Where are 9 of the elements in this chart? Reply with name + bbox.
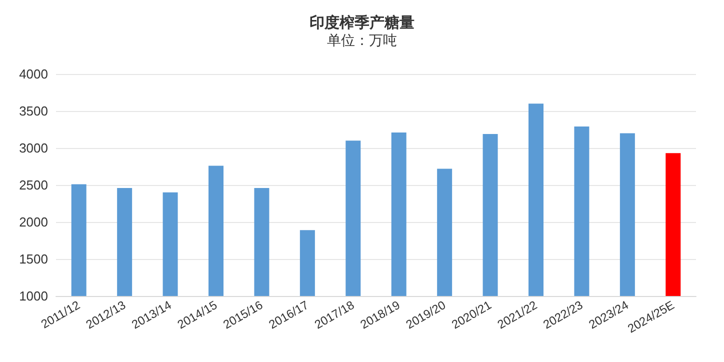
y-tick-label: 1000: [19, 288, 48, 304]
y-tick-label: 1500: [19, 252, 48, 266]
y-tick-label: 3000: [19, 140, 48, 156]
y-tick-label: 2500: [19, 178, 48, 192]
chart-title: 印度榨季产糖量: [310, 14, 414, 32]
y-tick-label: 3500: [19, 104, 48, 118]
y-tick-label: 4000: [19, 66, 48, 82]
chart-subtitle: 单位：万吨: [327, 33, 397, 49]
y-tick-label: 2000: [19, 214, 48, 230]
